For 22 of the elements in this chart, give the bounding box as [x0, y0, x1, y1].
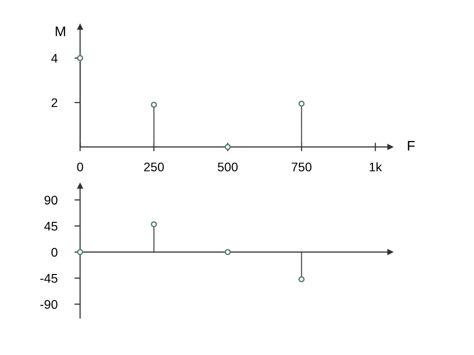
x-tick-label: 0 — [77, 162, 84, 172]
y-tick-label: 2 — [52, 98, 58, 108]
point — [77, 248, 84, 256]
x-tick-label: 750 — [292, 162, 312, 172]
point — [150, 221, 157, 228]
point — [150, 102, 157, 108]
y-tick-label: 90 — [44, 196, 58, 205]
point — [224, 144, 231, 150]
y-axis-title: M — [56, 26, 66, 36]
y-tick-label: -90 — [40, 300, 58, 309]
x-tick-label: 1k — [370, 162, 382, 172]
point — [298, 100, 305, 107]
x-tick-label: 500 — [218, 162, 238, 172]
point — [224, 248, 231, 256]
y-tick-label: 0 — [51, 248, 58, 257]
y-tick-label: 45 — [44, 222, 58, 231]
x-axis-title: F — [408, 141, 415, 151]
point — [298, 276, 305, 282]
y-tick-label: 4 — [51, 54, 58, 63]
y-tick-label: -45 — [40, 274, 58, 283]
point — [77, 55, 84, 62]
x-tick-label: 250 — [144, 162, 164, 172]
